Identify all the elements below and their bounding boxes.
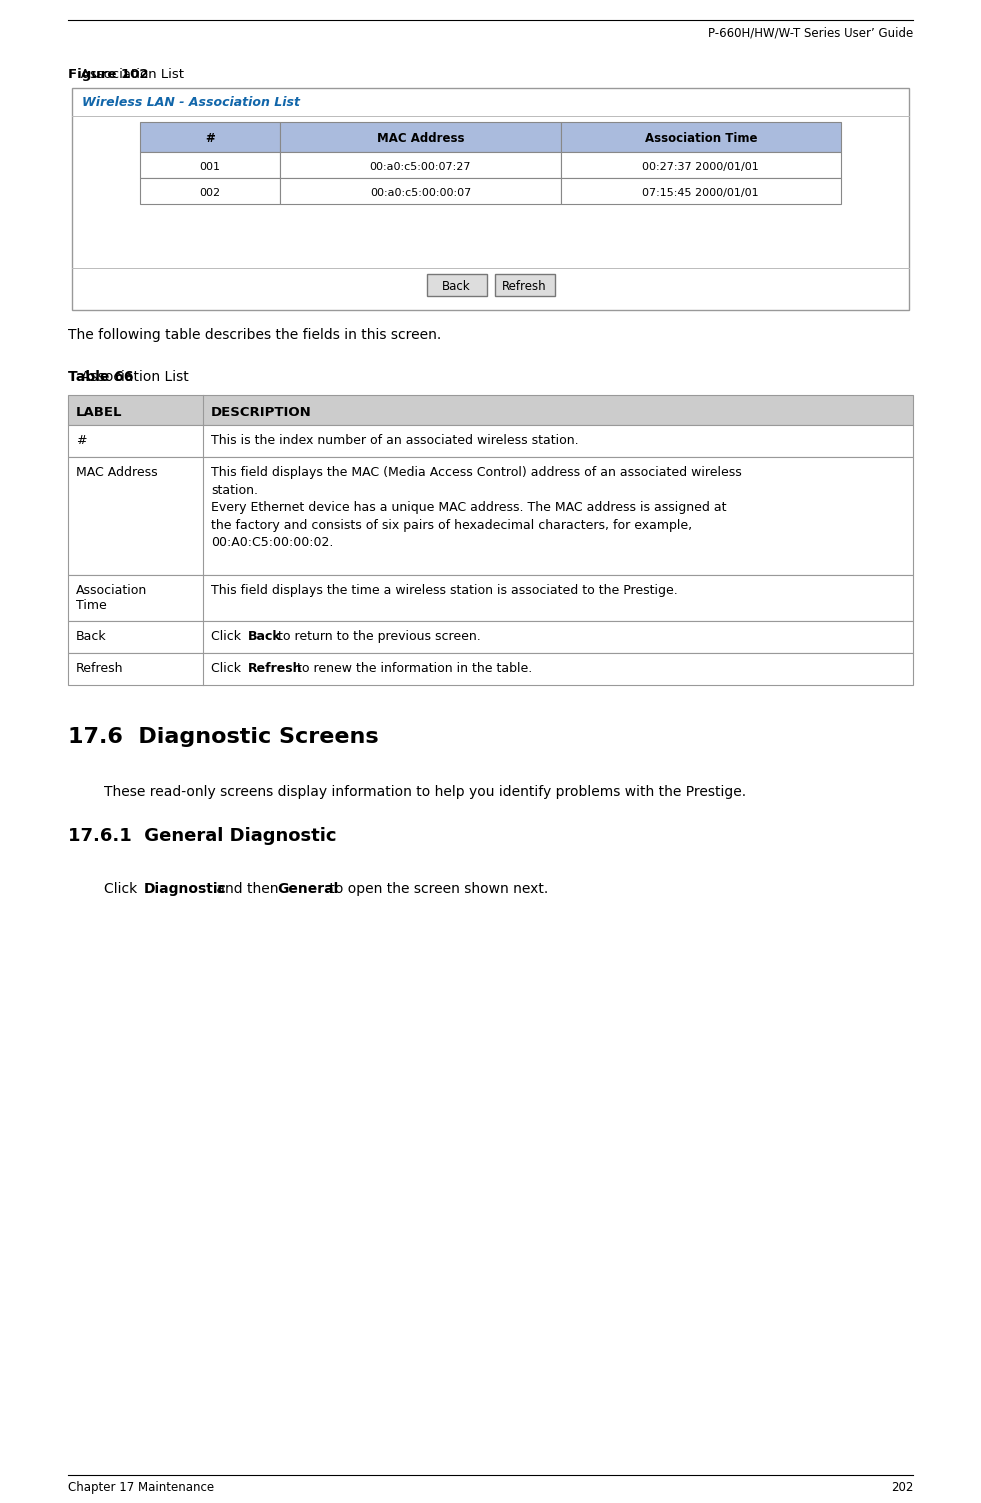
Text: to renew the information in the table.: to renew the information in the table.: [292, 661, 532, 675]
Bar: [72, 89, 909, 310]
Bar: [68, 425, 913, 457]
Text: to open the screen shown next.: to open the screen shown next.: [326, 882, 548, 896]
Text: to return to the previous screen.: to return to the previous screen.: [274, 630, 481, 643]
Text: 001: 001: [199, 162, 221, 171]
Text: Chapter 17 Maintenance: Chapter 17 Maintenance: [68, 1480, 214, 1494]
Text: Refresh: Refresh: [248, 661, 302, 675]
Text: Refresh: Refresh: [502, 280, 546, 293]
Text: DESCRIPTION: DESCRIPTION: [211, 406, 312, 418]
Text: Figure 102: Figure 102: [68, 68, 148, 81]
Text: General: General: [278, 882, 338, 896]
Bar: [281, 152, 560, 177]
Text: MAC Address: MAC Address: [377, 132, 464, 146]
Text: LABEL: LABEL: [76, 406, 123, 418]
Text: Association
Time: Association Time: [76, 585, 147, 612]
Bar: [560, 122, 841, 152]
Bar: [494, 274, 554, 296]
Text: Association Time: Association Time: [645, 132, 757, 146]
Bar: [560, 177, 841, 204]
Text: 07:15:45 2000/01/01: 07:15:45 2000/01/01: [643, 188, 759, 198]
Text: Click: Click: [104, 882, 141, 896]
Text: This field displays the time a wireless station is associated to the Prestige.: This field displays the time a wireless …: [211, 585, 678, 597]
Text: 202: 202: [891, 1480, 913, 1494]
Text: Association List: Association List: [68, 370, 188, 383]
Bar: [140, 177, 281, 204]
Text: Diagnostic: Diagnostic: [143, 882, 226, 896]
Bar: [68, 621, 913, 652]
Text: Back: Back: [76, 630, 107, 643]
Text: Wireless LAN - Association List: Wireless LAN - Association List: [82, 96, 300, 110]
Bar: [140, 122, 281, 152]
Bar: [140, 152, 281, 177]
Bar: [281, 122, 560, 152]
Bar: [68, 395, 913, 425]
Text: P-660H/HW/W-T Series User’ Guide: P-660H/HW/W-T Series User’ Guide: [707, 26, 913, 39]
Text: 17.6  Diagnostic Screens: 17.6 Diagnostic Screens: [68, 727, 379, 747]
Text: Refresh: Refresh: [76, 661, 124, 675]
Text: 002: 002: [199, 188, 221, 198]
Text: MAC Address: MAC Address: [76, 466, 158, 479]
Bar: [281, 177, 560, 204]
Bar: [68, 457, 913, 576]
Text: 00:27:37 2000/01/01: 00:27:37 2000/01/01: [643, 162, 759, 171]
Text: This field displays the MAC (Media Access Control) address of an associated wire: This field displays the MAC (Media Acces…: [211, 466, 742, 549]
Bar: [560, 152, 841, 177]
Text: Back: Back: [248, 630, 282, 643]
Text: Association List: Association List: [68, 68, 184, 81]
Text: This is the index number of an associated wireless station.: This is the index number of an associate…: [211, 434, 579, 446]
Text: These read-only screens display information to help you identify problems with t: These read-only screens display informat…: [104, 785, 747, 800]
Text: 00:a0:c5:00:00:07: 00:a0:c5:00:00:07: [370, 188, 471, 198]
Bar: [68, 652, 913, 685]
Bar: [68, 576, 913, 621]
Text: Click: Click: [211, 630, 245, 643]
Text: 00:a0:c5:00:07:27: 00:a0:c5:00:07:27: [370, 162, 471, 171]
Text: Back: Back: [442, 280, 471, 293]
Text: and then: and then: [212, 882, 283, 896]
Text: 17.6.1  General Diagnostic: 17.6.1 General Diagnostic: [68, 827, 336, 845]
Text: The following table describes the fields in this screen.: The following table describes the fields…: [68, 328, 441, 343]
Text: #: #: [76, 434, 86, 446]
Text: Click: Click: [211, 661, 245, 675]
Text: Table 66: Table 66: [68, 370, 133, 383]
Text: #: #: [205, 132, 215, 146]
Bar: [427, 274, 487, 296]
